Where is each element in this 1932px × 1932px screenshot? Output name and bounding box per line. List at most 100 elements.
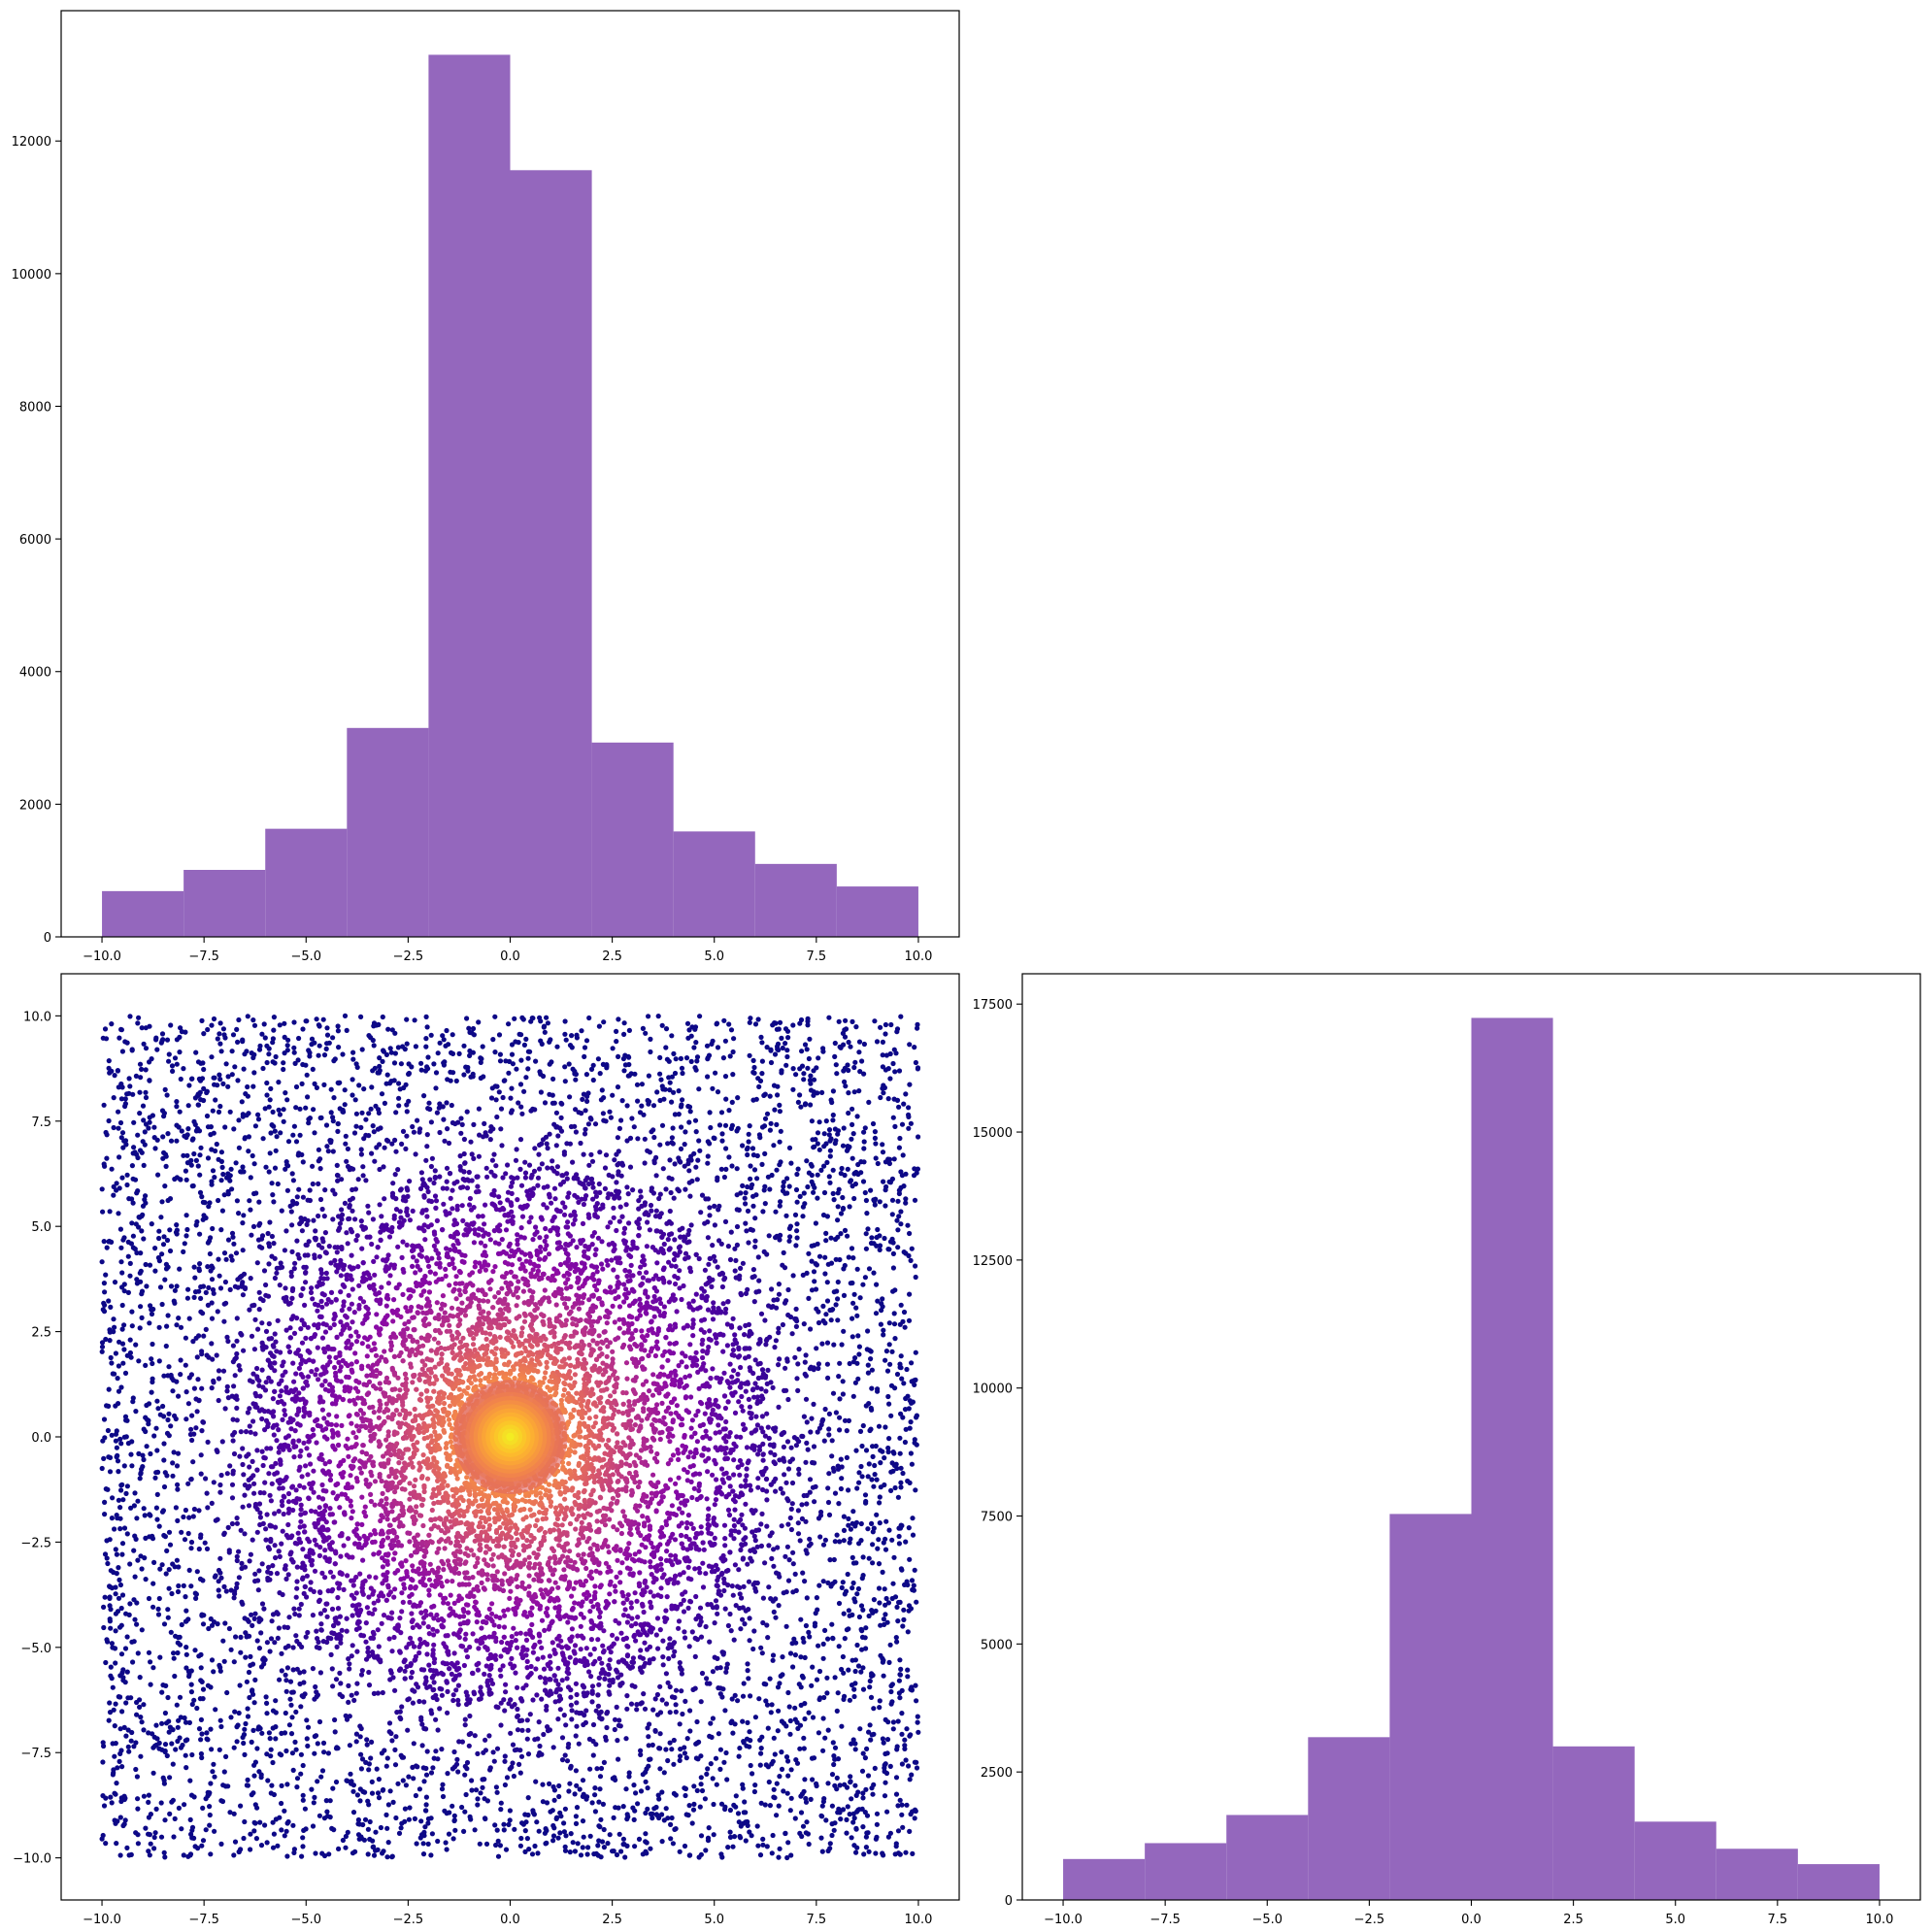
scatter-point (127, 1260, 133, 1266)
scatter-point (462, 1809, 468, 1815)
scatter-point (301, 1680, 307, 1685)
scatter-point (874, 1834, 880, 1840)
scatter-point (816, 1668, 823, 1675)
scatter-point (808, 1087, 815, 1093)
scatter-point (829, 1099, 835, 1106)
scatter-point (109, 1166, 115, 1172)
scatter-point (777, 1102, 783, 1108)
scatter-point (825, 1580, 831, 1585)
scatter-point (118, 1487, 124, 1493)
scatter-point (899, 1812, 905, 1817)
scatter-point (585, 1845, 591, 1850)
scatter-point (866, 1555, 872, 1561)
scatter-point (209, 1054, 215, 1060)
scatter-point (210, 1108, 216, 1114)
scatter-point (151, 1559, 157, 1565)
scatter-point (350, 1092, 355, 1098)
scatter-point (550, 1808, 555, 1814)
scatter-point (766, 1779, 772, 1785)
scatter-point (118, 1651, 125, 1657)
scatter-point (785, 1689, 791, 1696)
scatter-point (829, 1453, 835, 1459)
scatter-point (376, 1795, 383, 1801)
scatter-point (411, 1129, 416, 1135)
scatter-point (887, 1763, 893, 1769)
scatter-point (616, 1722, 622, 1728)
scatter-point (150, 1341, 155, 1348)
scatter-point (245, 1083, 250, 1090)
scatter-point (576, 1741, 582, 1747)
scatter-point (433, 1716, 439, 1722)
scatter-point (316, 1043, 322, 1049)
scatter-point (545, 1146, 550, 1151)
scatter-point (99, 1465, 105, 1472)
scatter-point (155, 1172, 161, 1178)
scatter-point (629, 1682, 635, 1688)
scatter-point (618, 1849, 624, 1854)
scatter-point (845, 1166, 850, 1172)
scatter-point (141, 1793, 147, 1799)
scatter-point (496, 1089, 502, 1095)
scatter-point (604, 1724, 610, 1731)
scatter-point (788, 1526, 795, 1533)
scatter-point (783, 1754, 790, 1760)
scatter-point (787, 1808, 793, 1814)
scatter-point (425, 1054, 431, 1060)
scatter-point (126, 1076, 132, 1082)
scatter-point (909, 1461, 916, 1467)
scatter-point (714, 1782, 719, 1787)
scatter-point (838, 1211, 845, 1216)
scatter-point (841, 1266, 847, 1272)
y-tick-label: 0 (44, 931, 51, 946)
scatter-point (155, 1612, 162, 1617)
scatter-point (539, 1041, 545, 1047)
scatter-point (121, 1793, 127, 1799)
scatter-point (430, 1765, 436, 1771)
scatter-point (495, 1838, 501, 1844)
scatter-point (324, 1032, 331, 1038)
scatter-point (764, 1381, 770, 1386)
scatter-point (572, 1849, 579, 1854)
scatter-point (508, 1730, 514, 1736)
scatter-point (179, 1529, 184, 1535)
scatter-point (276, 1625, 282, 1631)
scatter-point (225, 1191, 231, 1197)
scatter-point (426, 1100, 432, 1106)
scatter-point (827, 1557, 833, 1563)
scatter-point (757, 1135, 763, 1141)
scatter-point (868, 1240, 875, 1247)
scatter-point (730, 1844, 736, 1849)
scatter-point (900, 1824, 906, 1830)
scatter-point (599, 1087, 605, 1093)
scatter-point (138, 1075, 144, 1081)
scatter-point (838, 1171, 844, 1177)
scatter-point (660, 1654, 666, 1660)
scatter-point (210, 1225, 216, 1232)
scatter-point (740, 1183, 746, 1188)
scatter-point (863, 1834, 870, 1840)
scatter-point (293, 1594, 299, 1600)
scatter-point (861, 1851, 867, 1857)
scatter-point (768, 1596, 774, 1602)
scatter-point (101, 1604, 107, 1610)
scatter-point (795, 1508, 802, 1514)
scatter-point (543, 1826, 549, 1832)
scatter-point (646, 1734, 651, 1740)
scatter-point (189, 1413, 195, 1418)
scatter-point (516, 1761, 522, 1767)
scatter-point (635, 1801, 641, 1807)
scatter-point (127, 1337, 133, 1343)
scatter-point (110, 1684, 116, 1690)
scatter-point (808, 1102, 814, 1108)
scatter-point (492, 1049, 498, 1055)
scatter-point (217, 1020, 223, 1026)
scatter-point (236, 1575, 242, 1581)
scatter-point (657, 1054, 663, 1060)
scatter-point (343, 1133, 349, 1139)
scatter-point (907, 1230, 913, 1237)
scatter-point (296, 1035, 302, 1042)
scatter-point (239, 1332, 245, 1338)
scatter-point (461, 1072, 467, 1078)
scatter-point (705, 1835, 712, 1841)
